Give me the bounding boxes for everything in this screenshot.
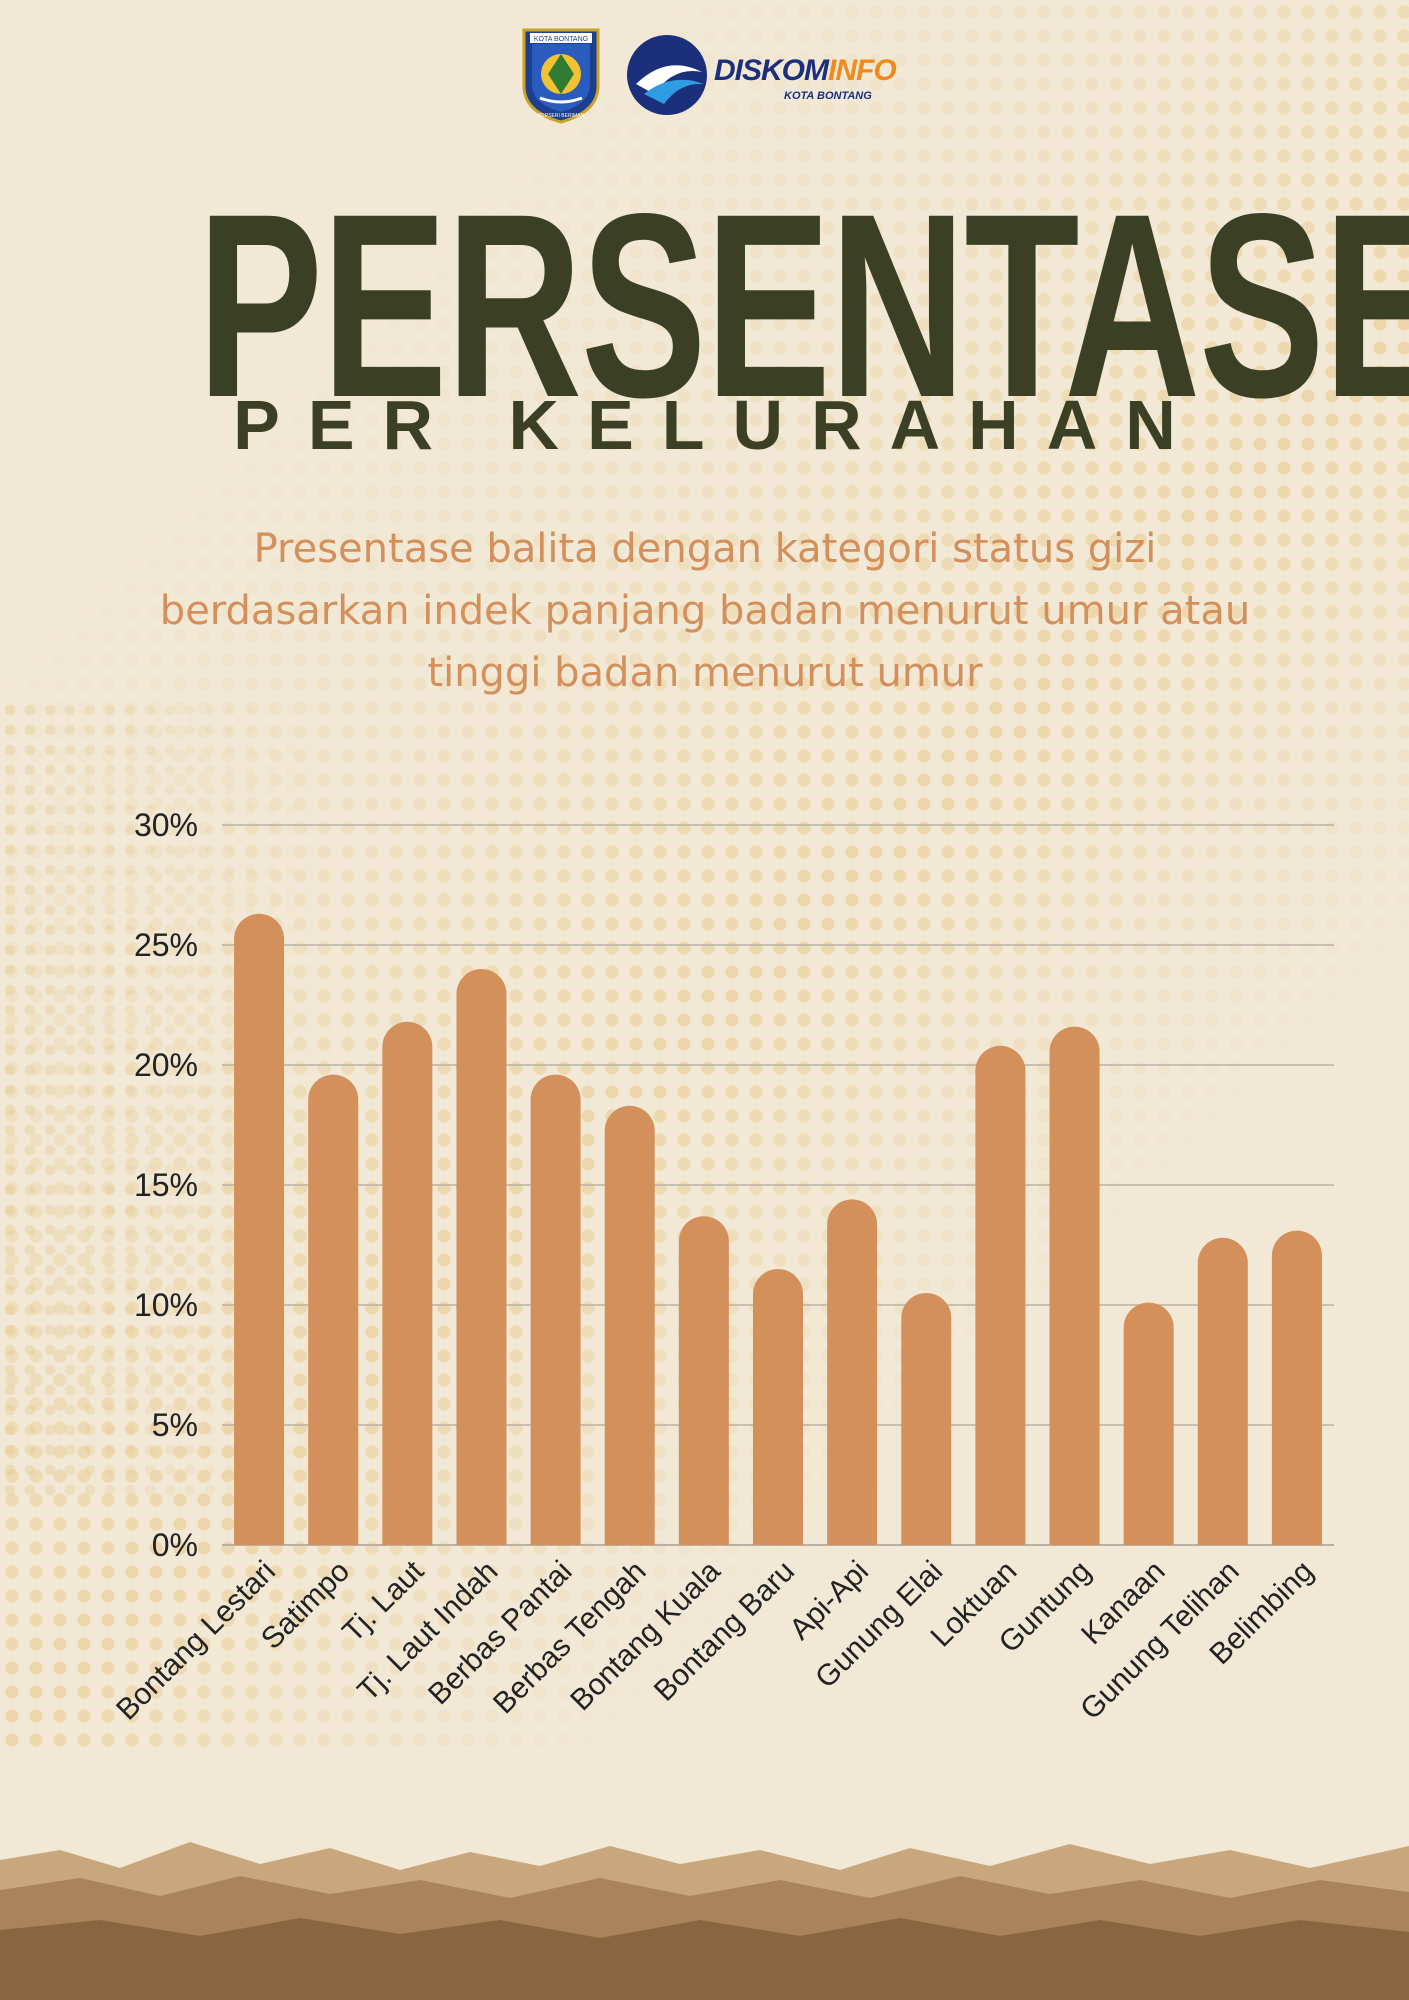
diskominfo-globe-icon — [627, 35, 707, 115]
bar — [901, 1293, 952, 1545]
bar — [234, 913, 285, 1545]
y-tick-label: 30% — [134, 807, 198, 843]
y-tick-label: 20% — [134, 1047, 198, 1083]
bar — [530, 1074, 581, 1545]
bar — [1049, 1026, 1100, 1545]
bar — [753, 1269, 803, 1545]
chart-bars — [234, 913, 1322, 1545]
page-subtitle: PER KELURAHAN — [233, 386, 1204, 464]
torn-paper-decoration — [0, 1842, 1409, 2000]
diskominfo-wordmark: DISKOMINFO — [714, 54, 897, 87]
y-tick-label: 15% — [134, 1167, 198, 1203]
y-tick-label: 25% — [134, 927, 198, 963]
bar — [1271, 1230, 1322, 1545]
bar-chart: 0% 5% 10% 15% 20% 25% 30% Bontang LestariSatim… — [110, 807, 1334, 1727]
page-title: PERSENTASE — [197, 159, 1409, 452]
y-tick-label: 5% — [152, 1407, 198, 1443]
bar — [975, 1045, 1026, 1545]
svg-text:KOTA BONTANG: KOTA BONTANG — [534, 36, 588, 43]
kota-bontang-seal-icon: KOTA BONTANG BERSERI BERIMAN — [522, 28, 600, 124]
bar — [308, 1074, 359, 1545]
logo-row: KOTA BONTANG BERSERI BERIMAN DISKOMINFO … — [0, 18, 1409, 128]
bar — [456, 969, 507, 1545]
y-axis-ticks: 0% 5% 10% 15% 20% 25% 30% — [134, 807, 198, 1563]
y-tick-label: 0% — [152, 1527, 198, 1563]
chart-description: Presentase balita dengan kategori status… — [159, 526, 1251, 696]
bar — [678, 1216, 729, 1545]
bar — [827, 1199, 878, 1545]
diskominfo-subtext: KOTA BONTANG — [784, 90, 872, 102]
y-tick-label: 10% — [134, 1287, 198, 1323]
bar — [1123, 1302, 1174, 1545]
svg-text:BERSERI BERIMAN: BERSERI BERIMAN — [538, 113, 585, 119]
x-tick-label: Bontang Lestari — [110, 1555, 282, 1727]
bar — [1197, 1237, 1248, 1545]
bar — [382, 1021, 433, 1545]
diskominfo-logo: DISKOMINFO KOTA BONTANG — [624, 32, 897, 122]
bar — [604, 1105, 655, 1545]
